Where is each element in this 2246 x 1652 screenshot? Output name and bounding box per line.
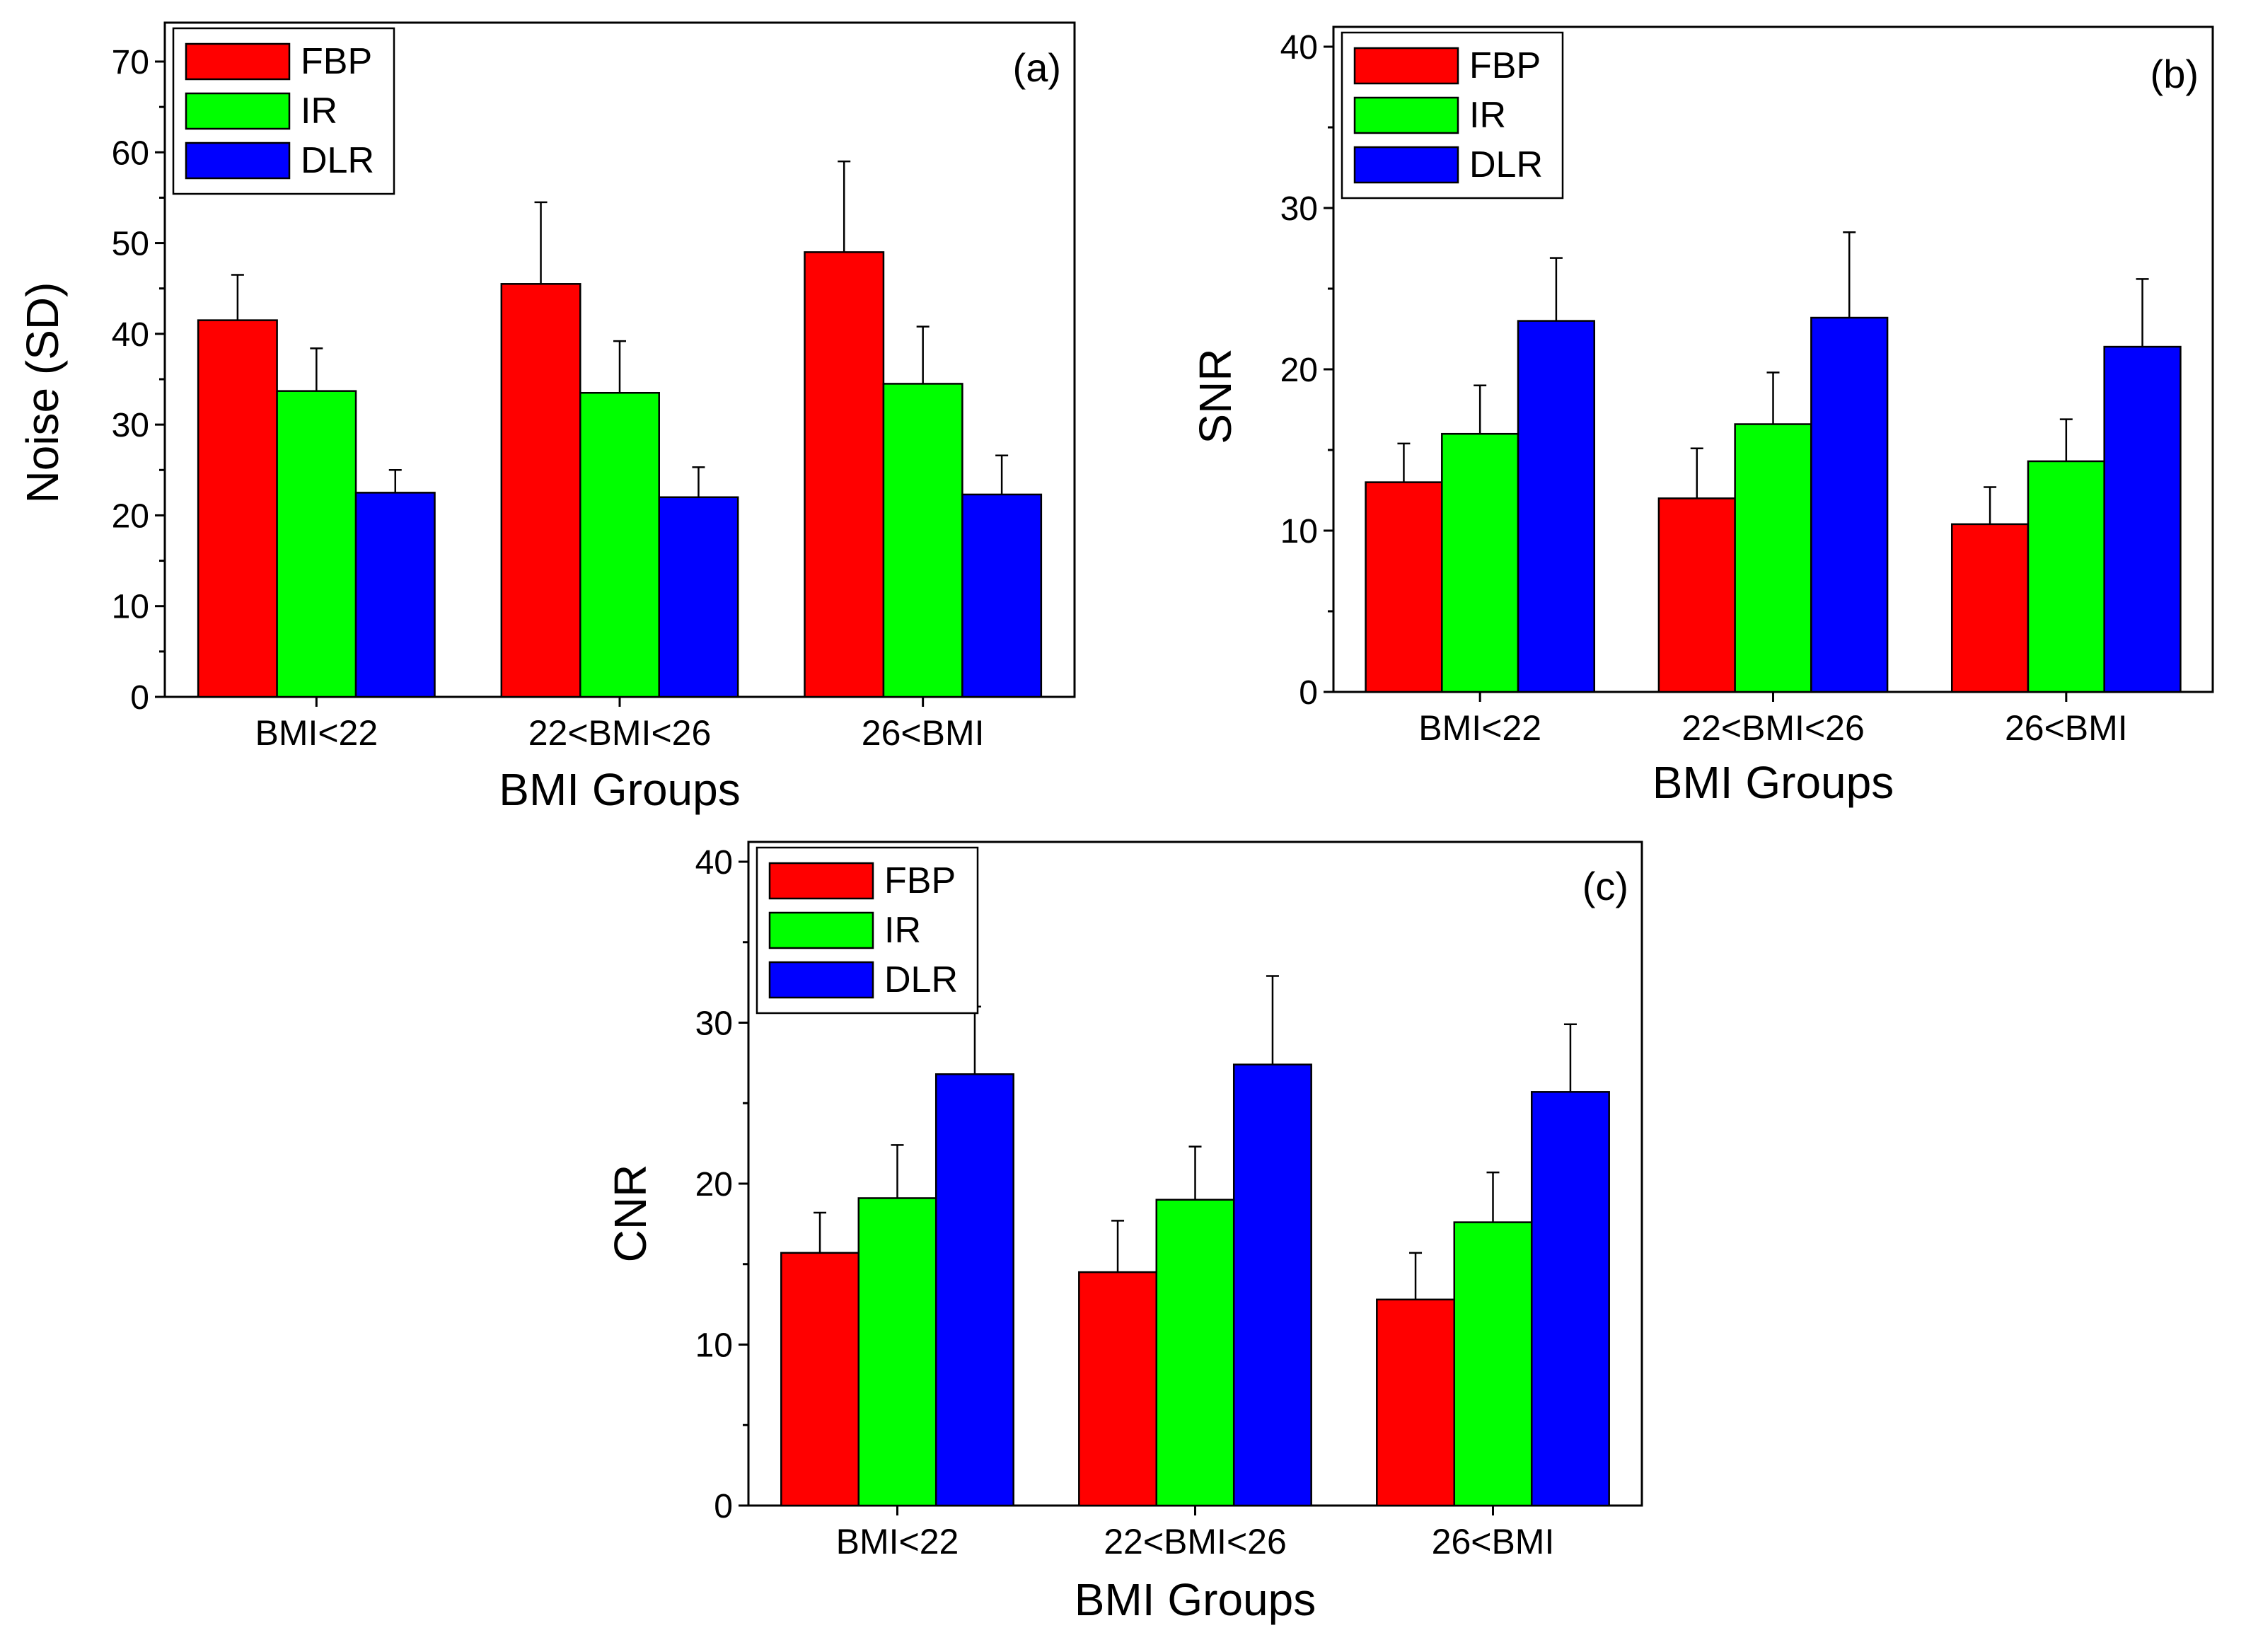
bar-dlr-2 — [1530, 1091, 1610, 1507]
legend-swatch-ir — [768, 911, 874, 949]
bar-fbp-0 — [780, 1252, 860, 1507]
y-tick-label: 10 — [112, 589, 149, 626]
bar-ir-1 — [1734, 423, 1812, 693]
legend-label-fbp: FBP — [301, 41, 372, 82]
y-tick-label: 0 — [1299, 674, 1318, 712]
legend-label-fbp: FBP — [884, 860, 956, 901]
bar-dlr-0 — [354, 492, 436, 698]
legend-label-ir: IR — [884, 910, 921, 951]
x-tick-label: BMI<22 — [1418, 708, 1541, 748]
y-tick-label: 10 — [1280, 513, 1318, 550]
y-tick-label: 60 — [112, 134, 149, 172]
y-tick-label: 70 — [112, 44, 149, 81]
legend-label-ir: IR — [301, 91, 337, 132]
panel-tag: (b) — [2151, 52, 2199, 96]
chart-panel-a: 0 10 20 30 40 50 60 70 BMI<22 22<BMI<26 26<BMI BMI … — [17, 21, 1076, 815]
bar-dlr-1 — [1232, 1063, 1312, 1507]
legend-swatch-dlr — [768, 961, 874, 999]
bar-dlr-1 — [1810, 316, 1889, 693]
bar-ir-2 — [2027, 460, 2105, 693]
y-axis-title: Noise (SD) — [17, 282, 68, 504]
legend-swatch-fbp — [768, 862, 874, 900]
y-tick-label: 40 — [1280, 29, 1318, 67]
legend-label-fbp: FBP — [1469, 45, 1541, 86]
x-tick-label: BMI<22 — [836, 1522, 959, 1561]
chart-panel-b: 0 10 20 30 40 BMI<22 22<BMI<26 26<BMI BMI Groups… — [1190, 25, 2214, 808]
bar-ir-0 — [1441, 432, 1519, 693]
bar-ir-0 — [276, 390, 357, 698]
x-tick-label: 22<BMI<26 — [1681, 708, 1865, 748]
panel-tag: (a) — [1013, 45, 1061, 90]
legend-swatch-dlr — [185, 141, 291, 180]
bar-dlr-0 — [1517, 320, 1596, 693]
x-axis-title: BMI Groups — [1075, 1574, 1316, 1625]
legend-swatch-ir — [185, 92, 291, 130]
y-tick-label: 30 — [112, 407, 149, 444]
bar-dlr-2 — [961, 493, 1043, 698]
bar-fbp-1 — [500, 283, 581, 698]
legend-label-dlr: DLR — [301, 140, 374, 181]
y-tick-label: 40 — [112, 316, 149, 354]
y-axis-title: SNR — [1190, 348, 1241, 444]
bar-fbp-0 — [1365, 481, 1443, 693]
bar-fbp-0 — [197, 319, 278, 698]
legend-swatch-ir — [1353, 96, 1459, 134]
legend-label-ir: IR — [1469, 95, 1506, 136]
x-tick-label: BMI<22 — [255, 713, 378, 753]
bar-ir-2 — [1453, 1221, 1533, 1507]
legend-swatch-dlr — [1353, 146, 1459, 184]
bar-ir-0 — [857, 1197, 937, 1507]
legend-label-dlr: DLR — [884, 959, 958, 1000]
y-tick-label: 20 — [112, 497, 149, 535]
bar-dlr-0 — [934, 1073, 1014, 1507]
y-tick-label: 50 — [112, 226, 149, 263]
y-tick-label: 30 — [695, 1005, 733, 1043]
legend-label-dlr: DLR — [1469, 144, 1543, 185]
bar-fbp-2 — [804, 251, 885, 698]
legend-swatch-fbp — [1353, 47, 1459, 85]
bar-ir-2 — [882, 383, 963, 698]
y-axis-title: CNR — [605, 1165, 656, 1263]
y-tick-label: 40 — [695, 844, 733, 882]
bar-fbp-2 — [1376, 1298, 1456, 1507]
y-tick-label: 0 — [714, 1488, 733, 1525]
legend-swatch-fbp — [185, 42, 291, 81]
y-tick-label: 0 — [130, 679, 149, 717]
bar-fbp-1 — [1657, 497, 1736, 693]
bar-dlr-1 — [658, 496, 739, 698]
x-tick-label: 26<BMI — [1432, 1522, 1555, 1561]
x-axis-title: BMI Groups — [499, 764, 740, 815]
bar-fbp-1 — [1078, 1271, 1158, 1507]
x-axis-title: BMI Groups — [1652, 757, 1894, 808]
bar-dlr-2 — [2103, 345, 2182, 693]
y-tick-label: 20 — [1280, 352, 1318, 389]
y-tick-label: 30 — [1280, 190, 1318, 228]
x-tick-label: 26<BMI — [862, 713, 985, 753]
panel-tag: (c) — [1582, 864, 1628, 908]
x-tick-label: 22<BMI<26 — [1104, 1522, 1287, 1561]
x-tick-label: 22<BMI<26 — [528, 713, 712, 753]
x-tick-label: 26<BMI — [2005, 708, 2128, 748]
bar-ir-1 — [579, 391, 660, 698]
bar-ir-1 — [1155, 1198, 1235, 1507]
y-tick-label: 10 — [695, 1327, 733, 1365]
bar-fbp-2 — [1950, 523, 2030, 693]
chart-panel-c: 0 10 20 30 40 BMI<22 22<BMI<26 26<BMI BMI Groups… — [605, 841, 1643, 1625]
y-tick-label: 20 — [695, 1166, 733, 1203]
